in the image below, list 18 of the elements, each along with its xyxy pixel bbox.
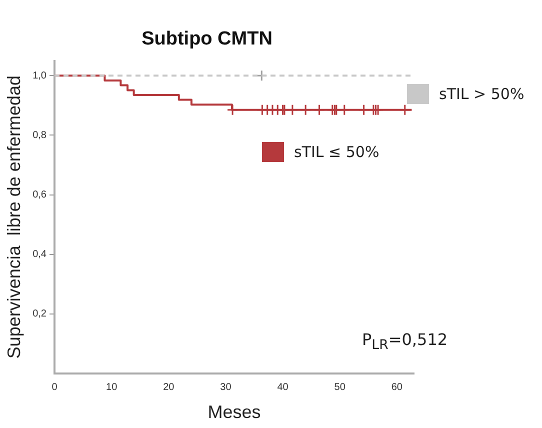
y-tick-label: 0,4 (32, 249, 47, 260)
x-tick-label: 50 (334, 382, 346, 394)
y-tick-label: 0,2 (32, 308, 47, 320)
legend-label: sTIL > 50% (439, 85, 524, 103)
x-axis-title: Meses (208, 402, 261, 422)
y-tick-label: 0,6 (32, 190, 47, 201)
chart-title: Subtipo CMTN (142, 28, 272, 50)
x-tick-label: 30 (220, 382, 232, 394)
y-tick-label: 1,0 (32, 70, 47, 82)
x-tick-label: 40 (277, 382, 289, 394)
legend-label: sTIL ≤ 50% (294, 143, 380, 161)
x-tick-label: 10 (106, 382, 118, 394)
x-tick-label: 0 (52, 382, 58, 394)
y-axis-title: Supervivencia libre de enfermedad (4, 76, 24, 359)
y-tick-label: 0,8 (32, 130, 47, 141)
x-tick-label: 60 (391, 382, 403, 394)
annotation: P$_{LR}$=0,512 (362, 330, 448, 354)
x-tick-label: 20 (163, 382, 175, 394)
